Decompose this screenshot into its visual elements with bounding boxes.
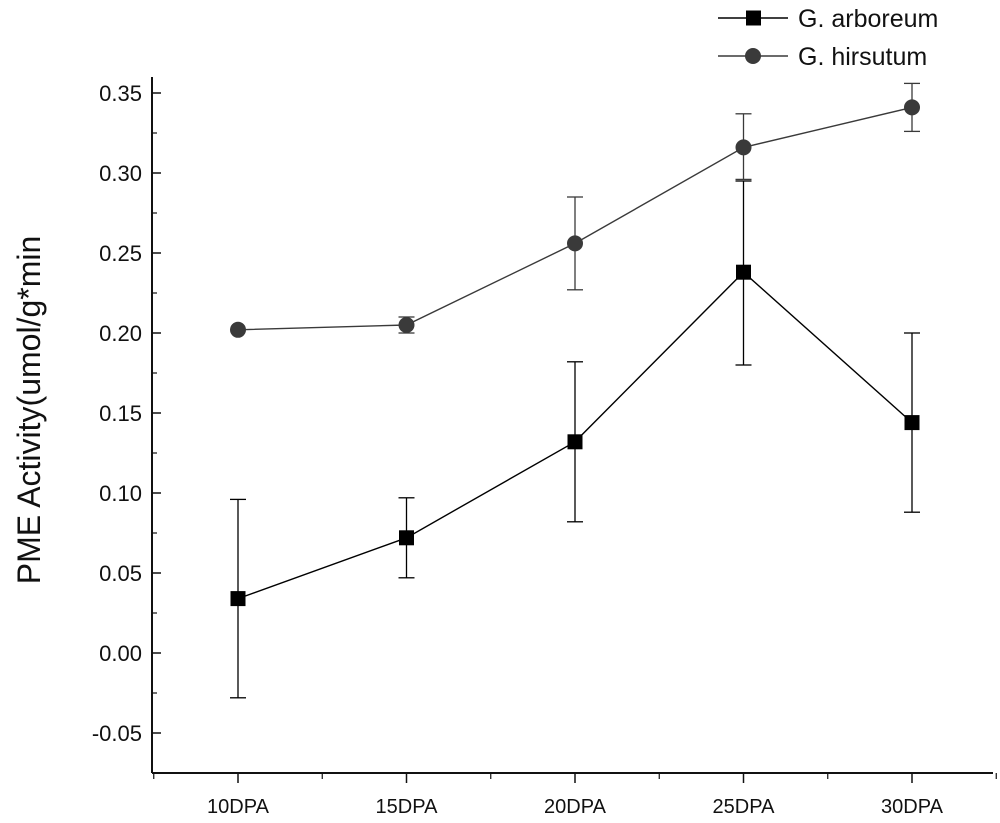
x-tick-label: 25DPA — [713, 796, 776, 818]
data-point — [231, 591, 246, 606]
series-layer — [230, 83, 920, 697]
series-1 — [230, 83, 920, 337]
data-point — [399, 530, 414, 545]
x-tick-label: 10DPA — [207, 796, 270, 818]
y-tick-label: 0.15 — [99, 401, 142, 426]
y-tick-label: 0.00 — [99, 641, 142, 666]
x-axis-ticks: 10DPA 15DPA 20DPA 25DPA 30DPA — [154, 773, 997, 818]
y-axis-ticks: -0.05 0.00 0.05 0.10 0.15 0.20 0.25 0.30 0.35 — [92, 81, 161, 746]
legend-label: G. arboreum — [798, 5, 938, 33]
legend-label: G. hirsutum — [798, 43, 927, 71]
y-tick-label: 0.25 — [99, 241, 142, 266]
y-tick-label: 0.05 — [99, 561, 142, 586]
y-tick-label: 0.20 — [99, 321, 142, 346]
y-tick-label: 0.30 — [99, 161, 142, 186]
data-point — [905, 415, 920, 430]
y-tick-label: 0.10 — [99, 481, 142, 506]
legend-marker — [746, 11, 761, 26]
y-axis-label: PME Activity(umol/g*min — [11, 236, 47, 585]
y-tick-label: 0.35 — [99, 81, 142, 106]
data-point — [736, 265, 751, 280]
x-tick-label: 20DPA — [544, 796, 607, 818]
data-point — [568, 434, 583, 449]
data-point — [230, 322, 246, 338]
x-tick-label: 30DPA — [881, 796, 944, 818]
data-point — [904, 99, 920, 115]
legend-item-1: G. hirsutum — [718, 43, 927, 71]
data-point — [567, 235, 583, 251]
y-tick-label: -0.05 — [92, 721, 142, 746]
axes — [152, 77, 993, 773]
data-point — [399, 317, 415, 333]
data-point — [736, 139, 752, 155]
legend: G. arboreum G. hirsutum — [718, 5, 938, 71]
legend-marker — [745, 48, 761, 64]
x-tick-label: 15DPA — [376, 796, 439, 818]
legend-item-0: G. arboreum — [718, 5, 938, 33]
